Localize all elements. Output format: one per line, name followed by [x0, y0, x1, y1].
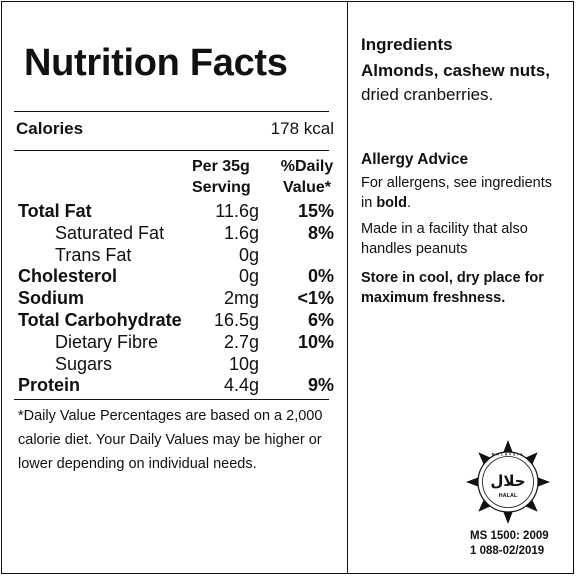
calories-value: 178 kcal — [270, 119, 334, 138]
nutrient-daily-value: 15% — [297, 201, 334, 221]
daily-value-header: %Daily Value* — [275, 156, 339, 198]
logo-halal-text: HALAL — [499, 493, 518, 499]
nutrient-name: Total Fat — [18, 201, 92, 221]
nutrient-amount: 10g — [228, 353, 259, 374]
nutrient-name: Dietary Fibre — [55, 331, 159, 352]
nutrient-amount: 16.5g — [213, 309, 259, 330]
nutrient-row: Saturated Fat 1.6g 8% — [18, 222, 336, 244]
nutrient-row: Total Fat 11.6g 15% — [18, 200, 336, 222]
nutrient-row: Sugars 10g — [18, 353, 336, 375]
nutrient-name: Trans Fat — [55, 244, 132, 265]
per-serving-header-line1: Per 35g — [192, 158, 250, 175]
nutrient-amount: 11.6g — [215, 201, 259, 221]
ingredients-title: Ingredients — [361, 35, 453, 54]
nutrient-table: Total Fat 11.6g 15% Saturated Fat 1.6g 8… — [18, 200, 336, 396]
nutrient-row: Protein 4.4g 9% — [18, 374, 336, 396]
divider-line — [14, 150, 329, 151]
nutrient-name: Protein — [18, 375, 81, 396]
nutrition-facts-title: Nutrition Facts — [24, 42, 288, 84]
nutrient-row: Trans Fat 0g — [18, 244, 336, 266]
nutrient-name: Total Carbohydrate — [18, 309, 182, 330]
nutrient-name: Cholesterol — [18, 266, 118, 287]
allergy-text-prefix: For allergens, see ingredients in — [361, 175, 553, 211]
daily-value-header-line2: Value* — [282, 179, 332, 196]
divider-line — [14, 399, 329, 400]
ms-standard-line: MS 1500: 2009 — [470, 530, 549, 542]
nutrient-amount: 1.6g — [223, 222, 259, 243]
logo-ring-text: MALAYSIA — [492, 453, 525, 457]
nutrient-row: Cholesterol 0g 0% — [18, 265, 336, 287]
nutrient-row: Total Carbohydrate 16.5g 6% — [18, 309, 336, 331]
facility-notice: Made in a facility that also handles pea… — [361, 221, 528, 257]
calories-label: Calories — [16, 119, 84, 138]
nutrient-amount: 0g — [238, 244, 259, 265]
nutrient-daily-value: 6% — [307, 309, 334, 330]
nutrient-amount: 2mg — [223, 288, 259, 309]
logo-arabic-script: حلال — [490, 472, 525, 490]
storage-instructions: Store in cool, dry place for maximum fre… — [361, 270, 544, 306]
nutrient-name: Saturated Fat — [55, 222, 165, 243]
nutrient-daily-value: 8% — [307, 222, 334, 243]
logo-ring-border — [482, 456, 534, 508]
per-serving-header-line2: Serving — [192, 179, 251, 196]
per-serving-header: Per 35g Serving — [192, 156, 260, 198]
nutrient-amount: 4.4g — [223, 375, 259, 396]
certificate-number-line: 1 088-02/2019 — [470, 545, 545, 557]
nutrient-row: Dietary Fibre 2.7g 10% — [18, 331, 336, 353]
halal-logo-icon: MALAYSIA حلال HALAL — [466, 440, 550, 524]
nutrient-daily-value: 9% — [307, 375, 334, 396]
nutrient-name: Sugars — [55, 353, 113, 374]
nutrient-daily-value: <1% — [297, 288, 334, 309]
nutrient-daily-value: 10% — [297, 331, 334, 352]
nutrient-amount: 0g — [238, 266, 259, 287]
panel-divider — [347, 2, 348, 574]
divider-line — [14, 111, 329, 112]
daily-value-footnote: *Daily Value Percentages are based on a … — [18, 408, 323, 472]
allergy-text-bold: bold — [376, 195, 407, 211]
allergy-advice-text: For allergens, see ingredients in bold. — [361, 173, 566, 213]
allergy-text-suffix: . — [406, 195, 411, 211]
nutrient-name: Sodium — [18, 288, 84, 309]
nutrient-row: Sodium 2mg <1% — [18, 287, 336, 309]
nutrient-daily-value: 0% — [307, 266, 334, 287]
ingredients-other: dried cranberries. — [361, 85, 494, 104]
daily-value-header-line1: %Daily — [280, 158, 334, 175]
allergy-advice-title: Allergy Advice — [361, 151, 469, 168]
nutrient-amount: 2.7g — [223, 331, 259, 352]
ingredients-allergens: Almonds, cashew nuts, — [361, 61, 550, 80]
